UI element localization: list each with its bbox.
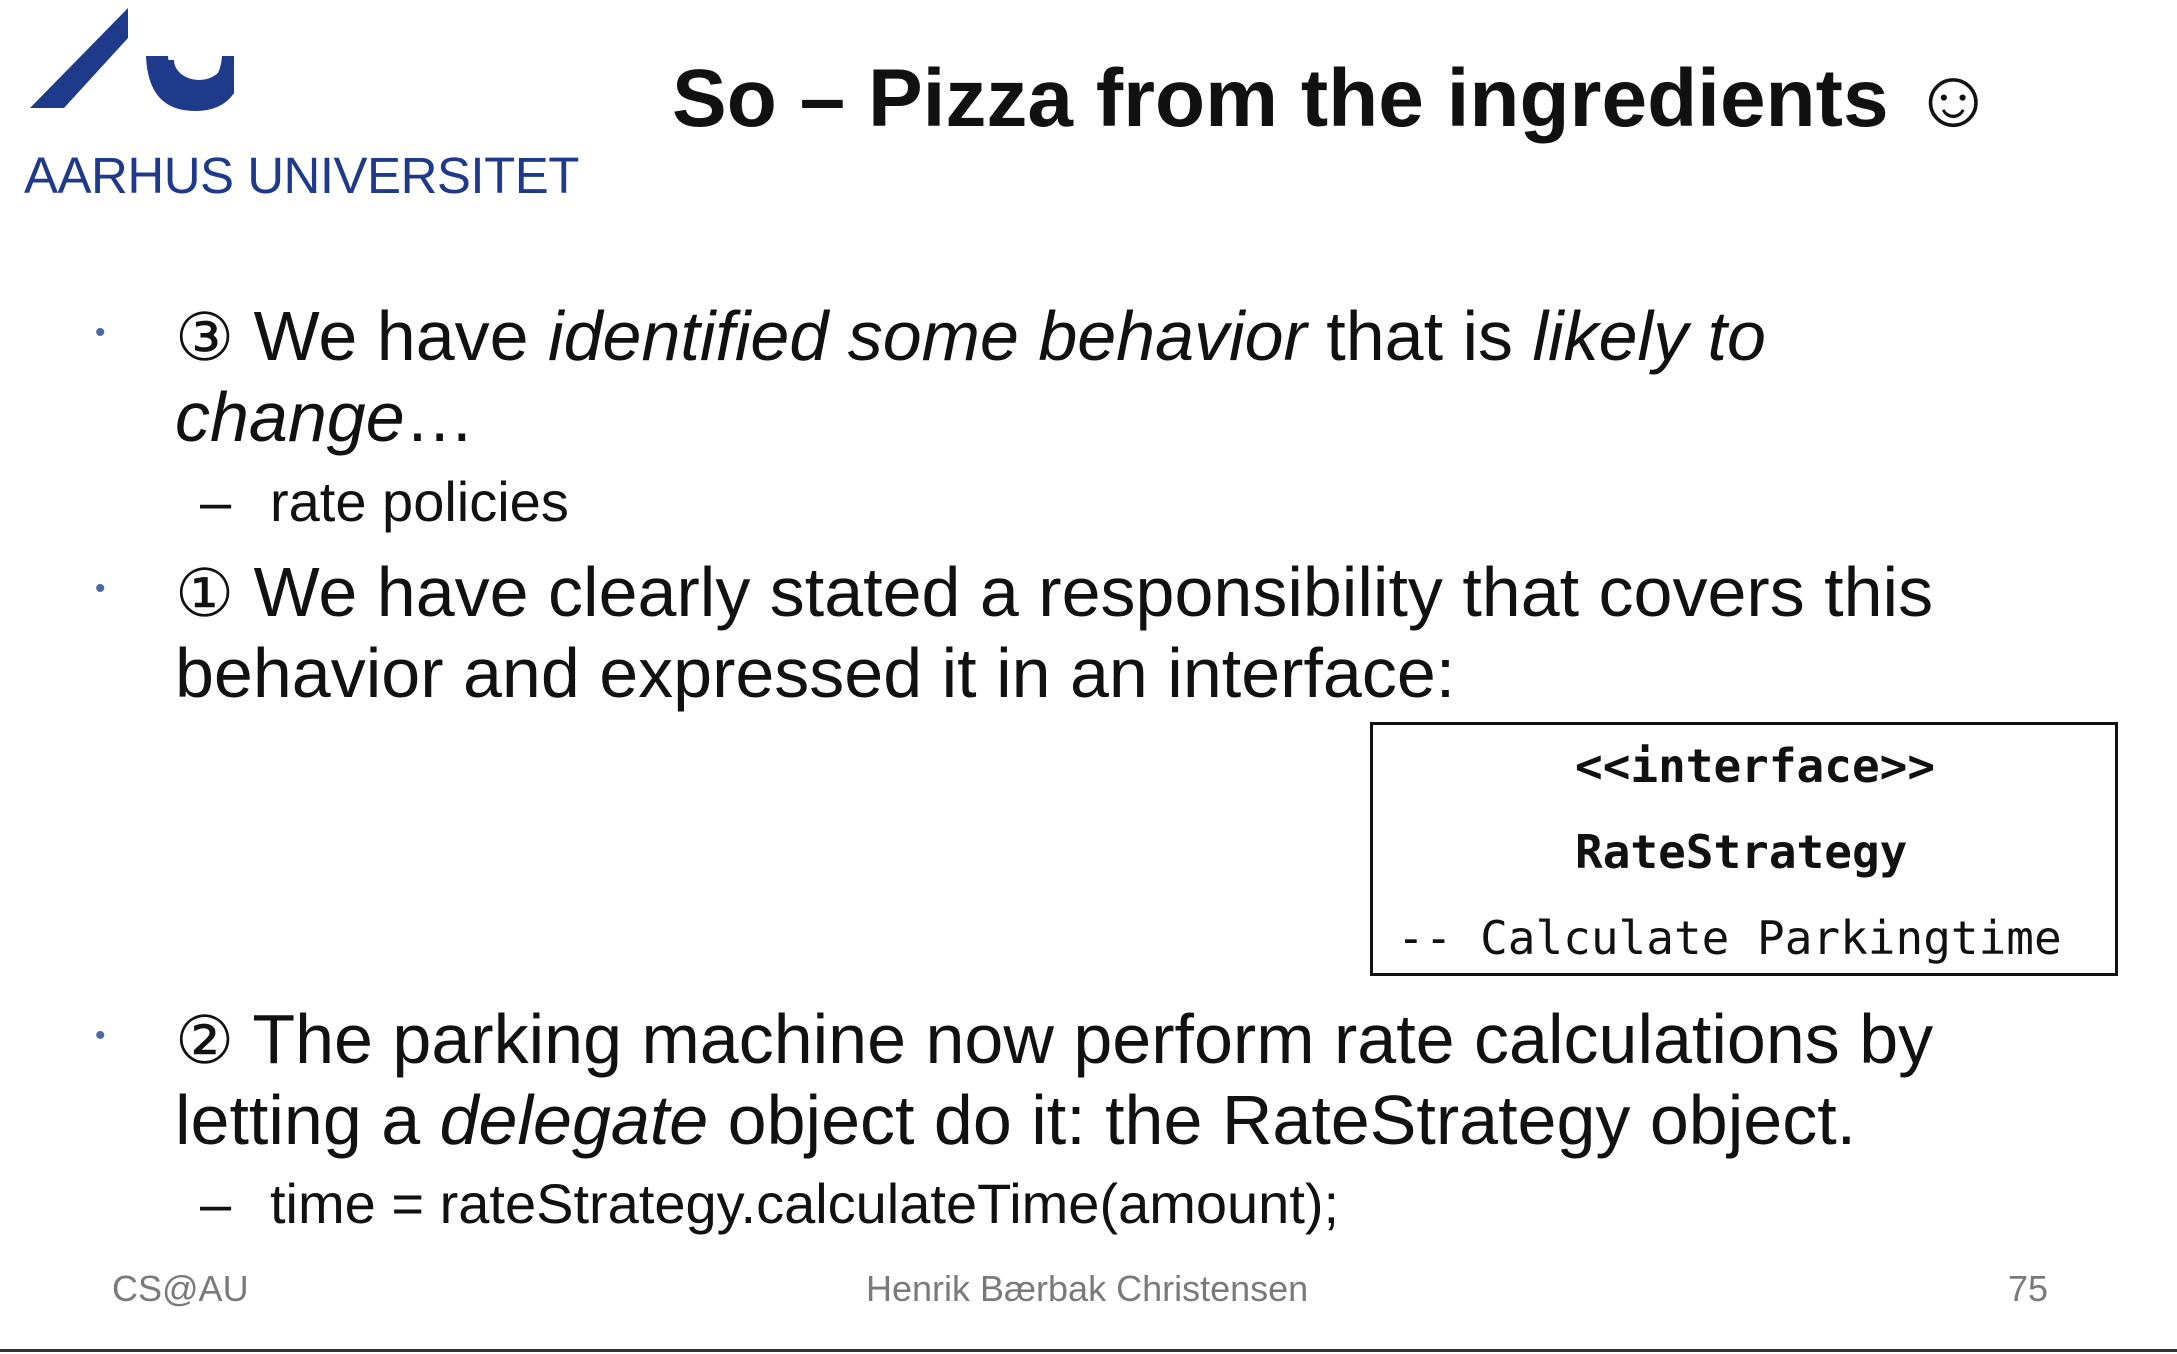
bullet-2-text: ① We have clearly stated a responsibilit…: [175, 553, 1934, 712]
footer-page-number: 75: [2008, 1268, 2049, 1309]
dash-marker: –: [200, 1172, 232, 1235]
bullet-1-text: ③ We have identified some behavior that …: [175, 297, 1766, 456]
dash-marker: –: [200, 470, 232, 533]
bullet-marker: •: [95, 1019, 106, 1052]
footer-course: CS@AU: [112, 1268, 249, 1309]
footer-author: Henrik Bærbak Christensen: [866, 1268, 1309, 1309]
university-logo: [24, 8, 234, 118]
bottom-divider: [0, 1349, 2177, 1352]
interface-method: -- Calculate Parkingtime: [1397, 911, 2062, 965]
circled-number-2: ②: [175, 1003, 235, 1077]
sub-bullet-rate-policies: – rate policies: [200, 470, 569, 533]
bullet-3-text: ② The parking machine now perform rate c…: [175, 1000, 1934, 1159]
sub-bullet-code: – time = rateStrategy.calculateTime(amoun…: [200, 1172, 1340, 1235]
circled-number-1: ①: [175, 556, 235, 630]
circled-number-3: ③: [175, 300, 235, 374]
bullet-marker: •: [95, 572, 106, 605]
university-name: AARHUS UNIVERSITET: [24, 147, 579, 204]
interface-stereotype: <<interface>>: [1575, 739, 1936, 793]
slide-title: So – Pizza from the ingredients ☺: [672, 53, 1996, 144]
bullet-marker: •: [95, 316, 106, 349]
interface-uml-box: <<interface>> RateStrategy -- Calculate …: [1370, 722, 2118, 976]
interface-name: RateStrategy: [1575, 825, 1908, 879]
aarhus-logo-mark-icon: [30, 8, 234, 111]
